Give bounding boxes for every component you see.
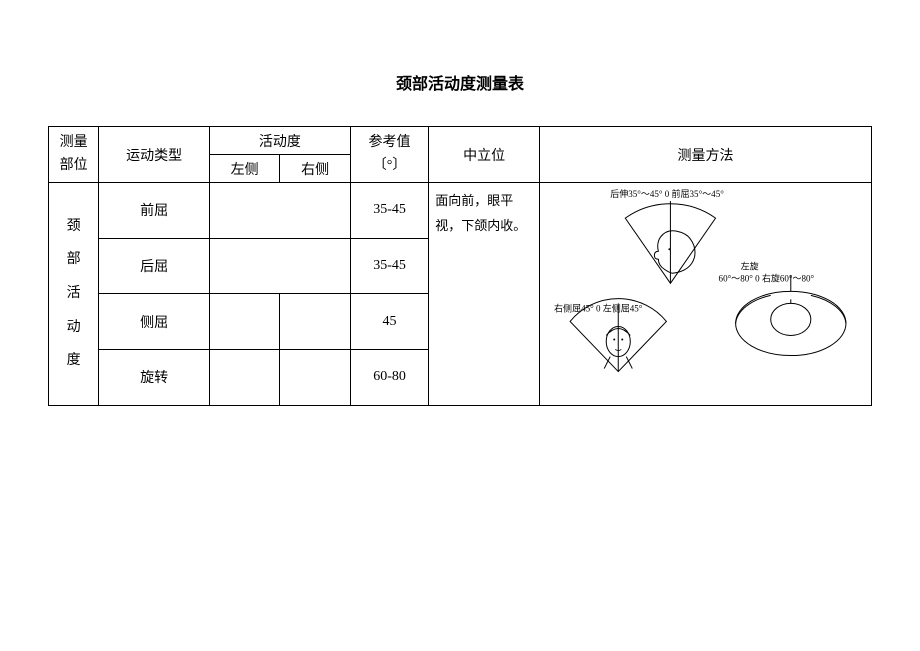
header-method: 测量方法: [539, 127, 871, 183]
label-rot1: 左旋: [741, 260, 759, 271]
row3-right: [280, 349, 350, 405]
header-part: 测量 部位: [49, 127, 99, 183]
measurement-table: 测量 部位 运动类型 活动度 参考值 〔°〕 中立位 测量方法 左侧 右侧 颈 …: [48, 126, 872, 406]
header-ref: 参考值 〔°〕: [350, 127, 428, 183]
row2-right: [280, 294, 350, 350]
neutral-cell: 面向前，眼平视，下颌内收。: [429, 183, 540, 406]
header-right: 右侧: [280, 155, 350, 183]
method-cell: 后伸35°～45° 0 前屈35°～45° 右侧屈45° 0 左侧屈45°: [539, 183, 871, 406]
row0-merged: [209, 183, 350, 239]
row0-type: 前屈: [99, 183, 210, 239]
label-lat: 右侧屈45° 0 左侧屈45°: [554, 302, 643, 313]
row1-ref: 35-45: [350, 238, 428, 294]
page-title: 颈部活动度测量表: [48, 70, 872, 94]
row1-type: 后屈: [99, 238, 210, 294]
header-mobility: 活动度: [209, 127, 350, 155]
row0-ref: 35-45: [350, 183, 428, 239]
row1-merged: [209, 238, 350, 294]
row3-type: 旋转: [99, 349, 210, 405]
row2-ref: 45: [350, 294, 428, 350]
part-cell: 颈 部 活 动 度: [49, 183, 99, 406]
label-ext: 后伸35°～45° 0 前屈35°～45°: [610, 188, 724, 199]
label-rot2: 60°～80° 0 右旋60°～80°: [719, 272, 815, 283]
header-left: 左侧: [209, 155, 279, 183]
row2-type: 侧屈: [99, 294, 210, 350]
row3-left: [209, 349, 279, 405]
row3-ref: 60-80: [350, 349, 428, 405]
method-diagram: 后伸35°～45° 0 前屈35°～45° 右侧屈45° 0 左侧屈45°: [540, 183, 871, 400]
header-neutral: 中立位: [429, 127, 540, 183]
header-type: 运动类型: [99, 127, 210, 183]
row2-left: [209, 294, 279, 350]
